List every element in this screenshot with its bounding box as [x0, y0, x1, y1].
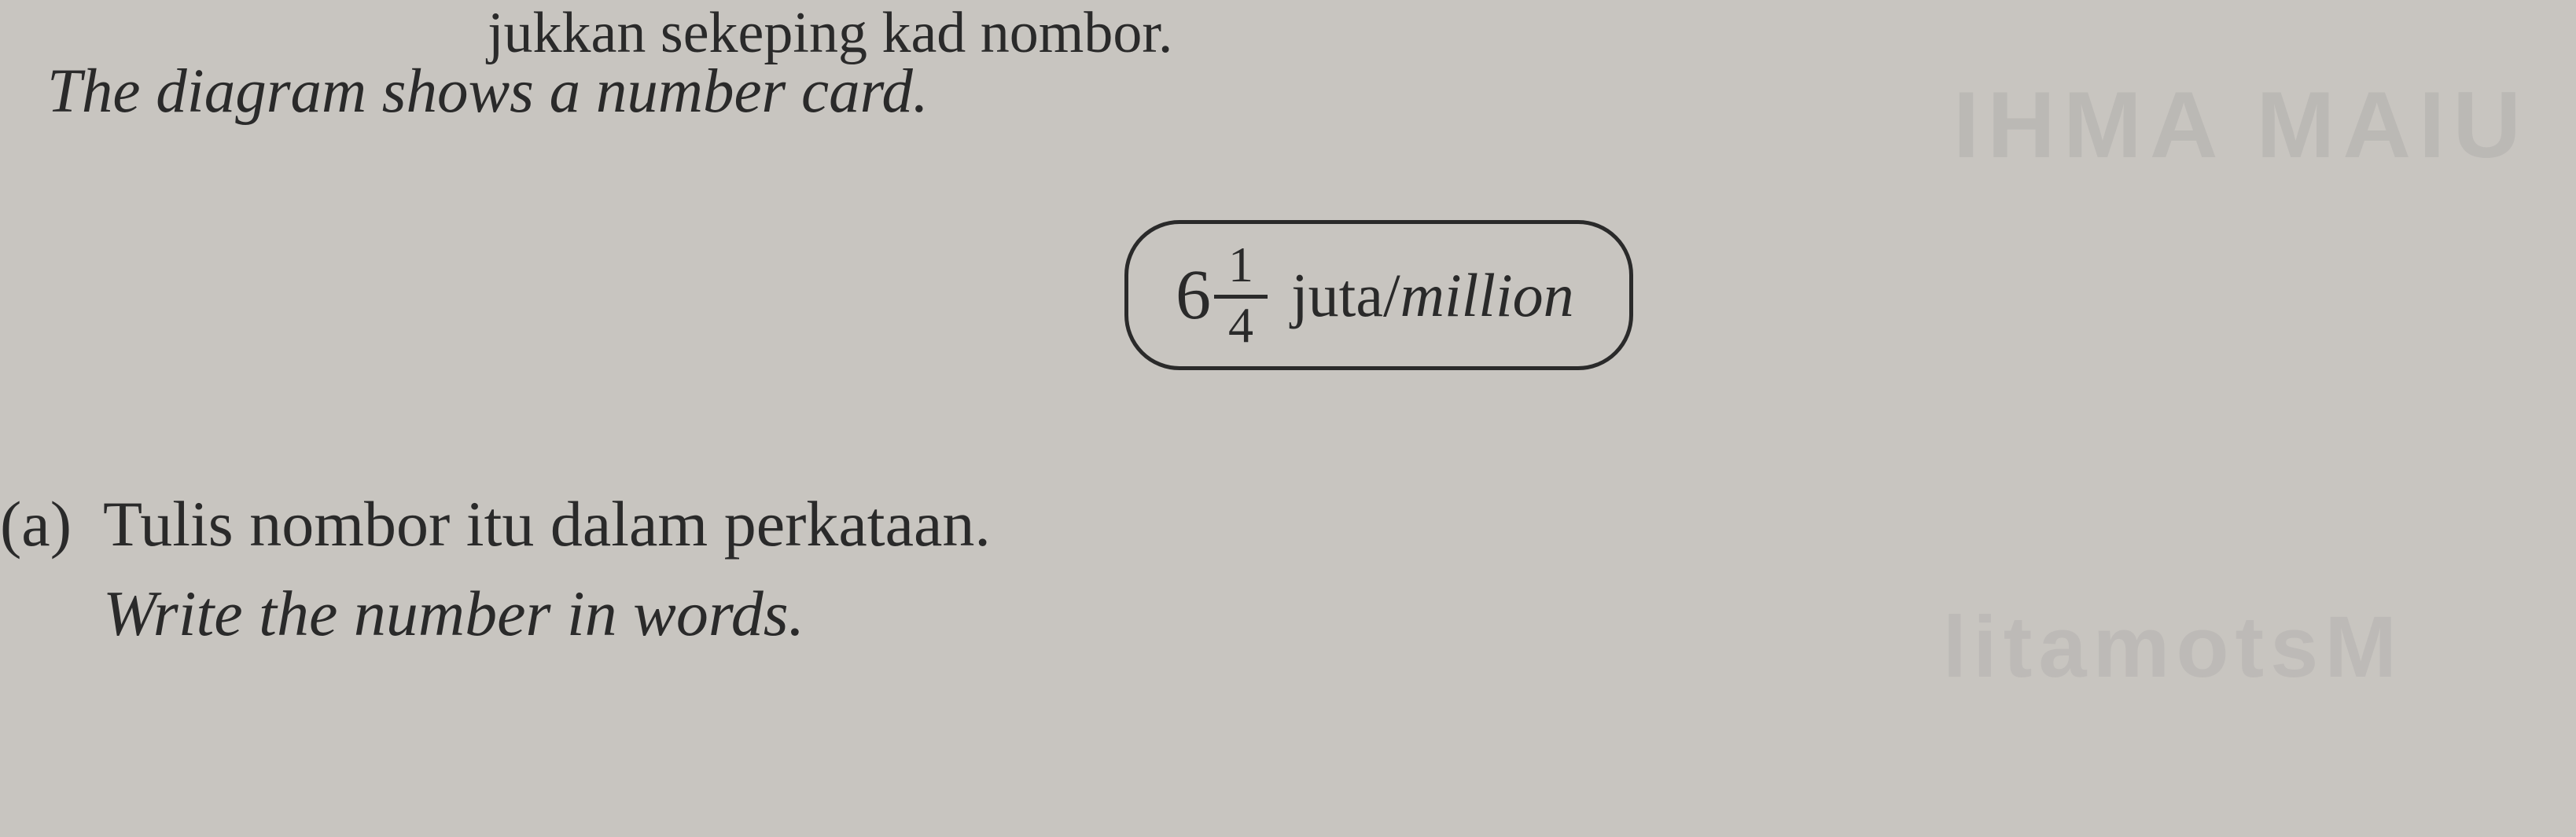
- unit-label: juta/million: [1291, 260, 1574, 331]
- bleed-through-text-1: IHMA MAIU: [1953, 71, 2529, 179]
- numerator: 1: [1214, 240, 1268, 299]
- question-a: (a) Tulis nombor itu dalam perkataan. Wr…: [0, 487, 991, 651]
- whole-number: 6: [1176, 255, 1211, 336]
- unit-plain: juta/: [1291, 261, 1400, 329]
- question-english: Write the number in words.: [103, 577, 991, 651]
- number-card: 6 1 4 juta/million: [1124, 220, 1633, 370]
- question-text-block: Tulis nombor itu dalam perkataan. Write …: [103, 487, 991, 651]
- question-label: (a): [0, 487, 72, 561]
- intro-english: The diagram shows a number card.: [47, 57, 929, 127]
- denominator: 4: [1214, 299, 1268, 351]
- fraction: 1 4: [1214, 240, 1268, 351]
- mixed-number: 6 1 4: [1176, 240, 1268, 351]
- unit-italic: million: [1400, 261, 1574, 329]
- bleed-through-text-2: litamotsM: [1943, 597, 2403, 697]
- question-malay: Tulis nombor itu dalam perkataan.: [103, 487, 991, 561]
